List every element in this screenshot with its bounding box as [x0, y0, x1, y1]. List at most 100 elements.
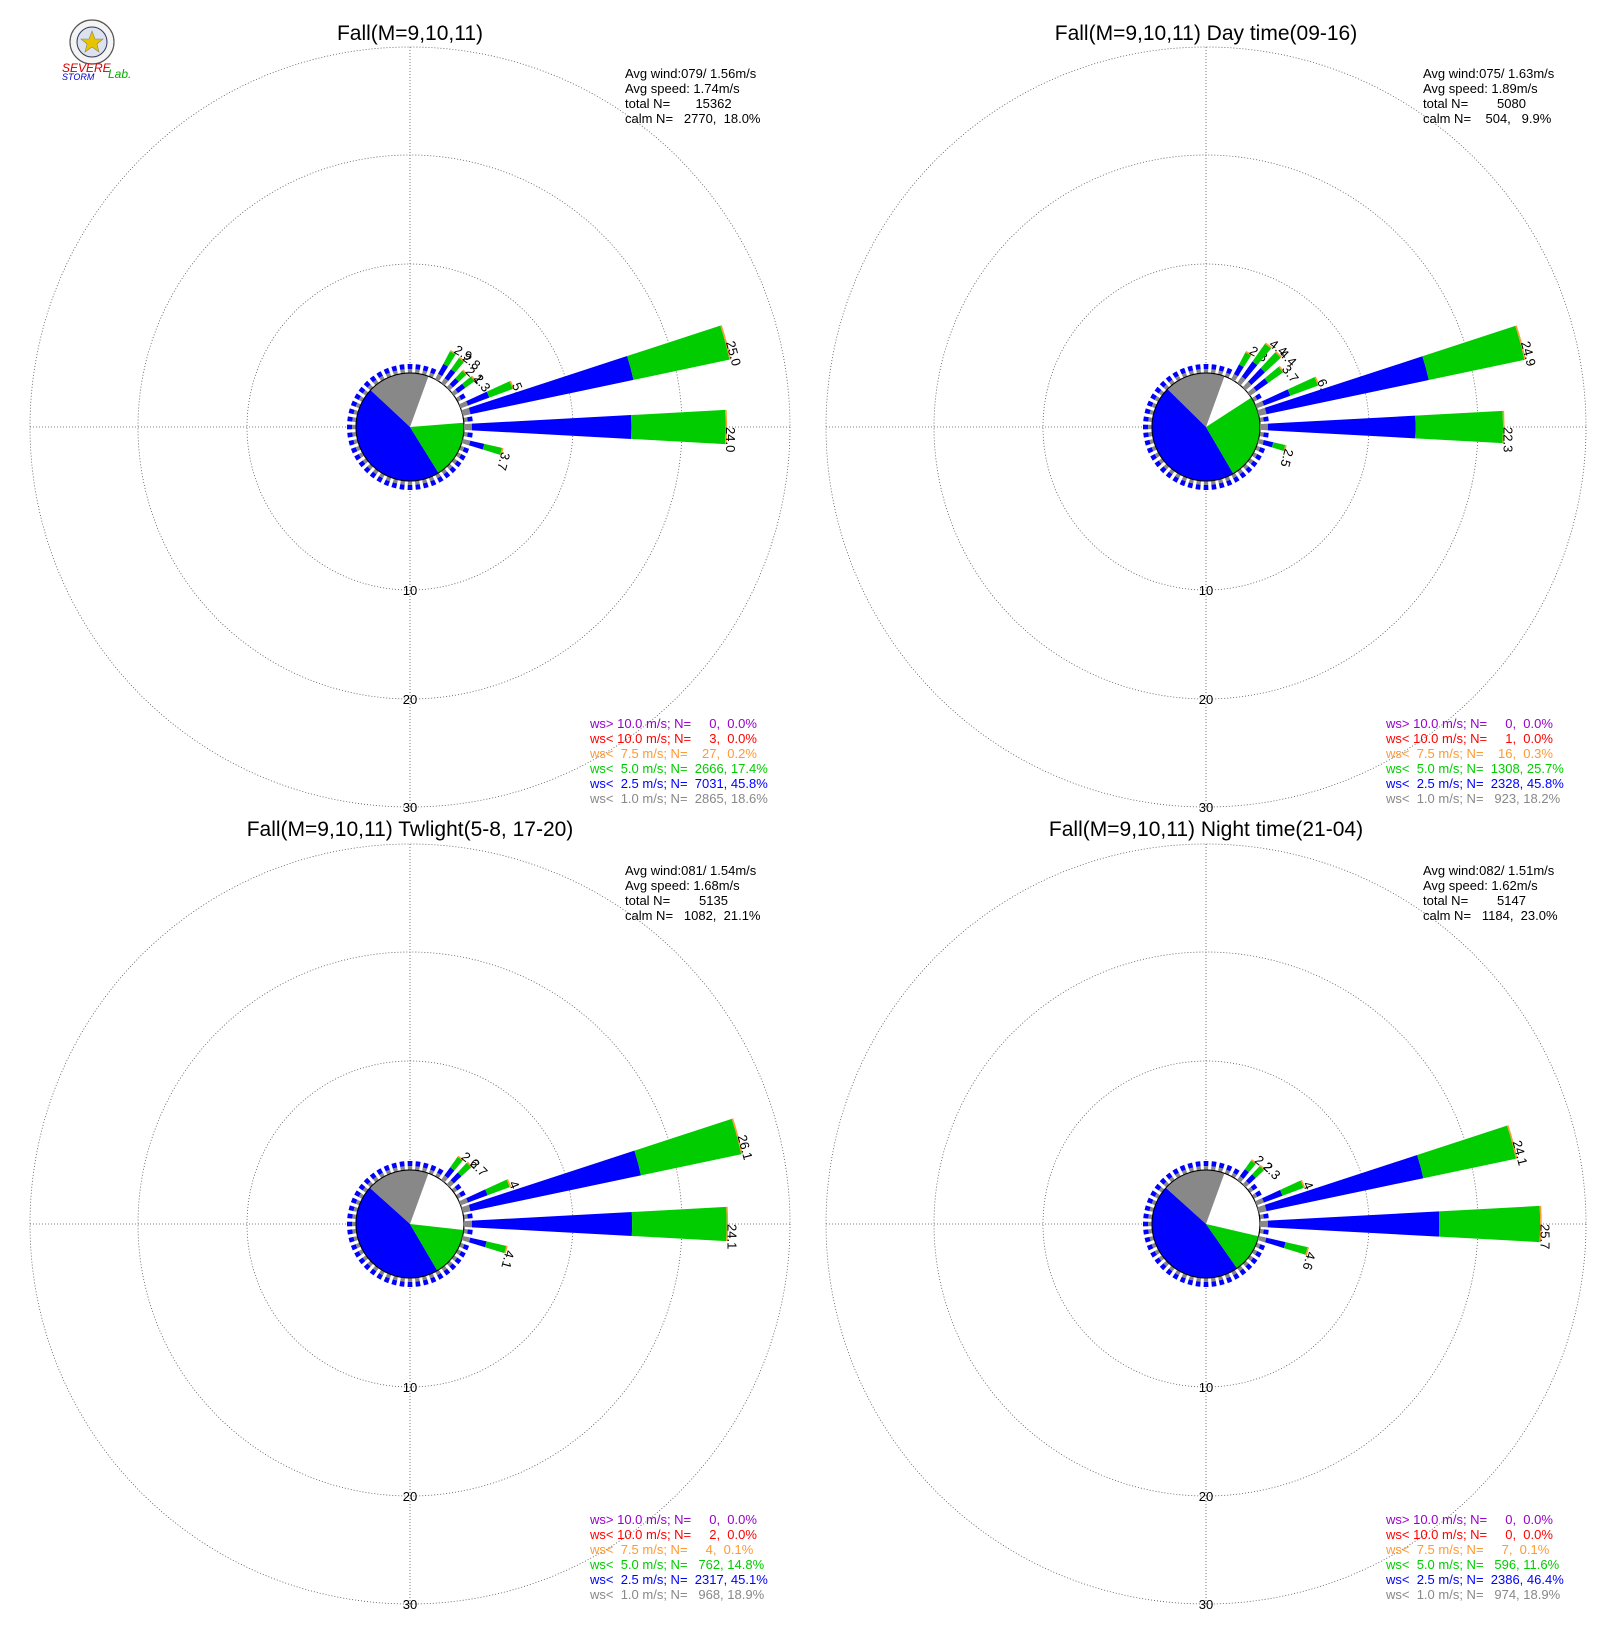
stub-grey [1203, 480, 1209, 485]
stub-blue [1143, 432, 1149, 438]
stub-blue [1233, 1273, 1240, 1280]
stub-blue [1179, 367, 1186, 375]
stub-blue [350, 1244, 358, 1251]
windrose-panel-1: 1020302.92.82.12.35.125.024.03.7Fall(M=9… [29, 22, 791, 815]
bar-seg-lt2_5 [1264, 1154, 1424, 1212]
legend-entry-3: ws< 7.5 m/s; N= 7, 0.1% [1385, 1542, 1550, 1557]
stub-blue [1159, 380, 1167, 388]
stub-grey [407, 1166, 413, 1171]
stub-blue [1211, 1161, 1217, 1167]
legend-entry-1: ws> 10.0 m/s; N= 0, 0.0% [1385, 1512, 1553, 1527]
stub-blue [1165, 375, 1173, 383]
stub-blue [454, 1257, 462, 1265]
stub-blue [467, 416, 473, 422]
legend-entry-1: ws> 10.0 m/s; N= 0, 0.0% [589, 716, 757, 731]
stub-blue [430, 1164, 437, 1172]
bar-seg-lt7_5 [509, 380, 515, 389]
stub-grey [451, 1186, 458, 1193]
bar-seg-lt1 [463, 423, 472, 431]
stub-grey [446, 463, 453, 470]
stub-grey [400, 369, 406, 374]
bar-label: 24.1 [724, 1224, 739, 1249]
stub-blue [376, 476, 383, 483]
bar-seg-lt2_5 [1241, 361, 1258, 380]
stub-grey [352, 1228, 357, 1234]
bar-seg-lt5 [485, 1179, 510, 1196]
ring-label-20: 20 [1199, 692, 1213, 707]
stub-grey [1196, 1277, 1202, 1282]
bar-seg-lt2_5 [1267, 1211, 1440, 1237]
stub-blue [437, 476, 444, 483]
stub-blue [467, 1229, 473, 1235]
stub-blue [462, 447, 470, 454]
logo: SEVERE STORM Lab. [62, 19, 131, 82]
stub-blue [1255, 393, 1262, 400]
stub-grey [1168, 468, 1175, 475]
stub-blue [358, 1183, 366, 1191]
stub-blue [1263, 1229, 1269, 1235]
bar-seg-lt2_5 [466, 1189, 488, 1203]
stub-grey [1168, 1265, 1175, 1272]
stub-blue [1239, 1268, 1247, 1276]
stub-grey [441, 468, 448, 475]
legend-entry-3: ws< 7.5 m/s; N= 16, 0.3% [1385, 746, 1553, 761]
stub-grey [400, 1166, 406, 1171]
bar-seg-lt5 [1280, 1180, 1304, 1196]
bar-seg-lt7_5 [504, 1245, 508, 1254]
legend-entry-1: ws> 10.0 m/s; N= 0, 0.0% [1385, 716, 1553, 731]
ring-label-30: 30 [403, 800, 417, 815]
legend-entry-2: ws< 10.0 m/s; N= 3, 0.0% [589, 731, 757, 746]
windrose-panel-4: 1020302.22.34.624.125.74.6Fall(M=9,10,11… [825, 818, 1587, 1612]
bar-seg-lt2_5 [1265, 1237, 1286, 1249]
bar-seg-lt2_5 [1248, 368, 1265, 385]
stub-grey [1259, 1214, 1264, 1220]
stub-grey [414, 1166, 420, 1171]
stats-line-1: Avg wind:082/ 1.51m/s [1423, 863, 1555, 878]
stats-line-4: calm N= 504, 9.9% [1423, 111, 1552, 126]
stub-blue [391, 1162, 398, 1169]
stats-line-2: Avg speed: 1.74m/s [625, 81, 740, 96]
panel-title: Fall(M=9,10,11) [337, 22, 483, 45]
bar-seg-lt1 [446, 1180, 454, 1188]
stub-blue [1203, 1281, 1209, 1287]
ring-label-10: 10 [403, 1380, 417, 1395]
bar-seg-lt1 [441, 377, 449, 386]
stub-blue [1195, 1161, 1201, 1167]
stub-blue [459, 454, 466, 461]
stub-grey [463, 431, 468, 437]
bar-seg-lt5 [455, 370, 467, 382]
stub-blue [1144, 439, 1151, 446]
legend-entry-6: ws< 1.0 m/s; N= 923, 18.2% [1385, 791, 1561, 806]
stub-blue [430, 1276, 437, 1284]
stub-grey [1168, 1176, 1175, 1183]
stub-grey [1259, 431, 1264, 437]
stub-blue [430, 479, 437, 487]
bar-seg-lt7_5 [726, 1206, 729, 1242]
stub-blue [348, 1236, 355, 1243]
stub-blue [1150, 454, 1157, 461]
stub-blue [358, 460, 366, 468]
stub-blue [467, 1213, 473, 1219]
stub-blue [1187, 1162, 1194, 1169]
bar-label: 4.6 [1300, 1250, 1319, 1271]
stub-grey [362, 389, 369, 396]
stub-blue [391, 1279, 398, 1286]
stats-line-1: Avg wind:079/ 1.56m/s [625, 66, 757, 81]
stub-blue [437, 1168, 444, 1175]
bar-seg-lt5 [1252, 1165, 1265, 1178]
stub-blue [415, 1161, 421, 1167]
bar-seg-lt1 [463, 1220, 473, 1228]
stub-grey [1210, 1166, 1216, 1171]
stub-blue [1187, 482, 1194, 489]
stub-blue [348, 439, 355, 446]
stub-grey [1237, 468, 1244, 475]
stub-grey [1210, 369, 1216, 374]
stub-blue [1187, 1279, 1194, 1286]
legend-entry-3: ws< 7.5 m/s; N= 4, 0.1% [589, 1542, 754, 1557]
stub-blue [1233, 476, 1240, 483]
bar-label: 4.1 [498, 1249, 517, 1270]
bar-seg-lt1 [1259, 423, 1268, 431]
bar-seg-lt5 [1417, 1125, 1516, 1179]
panel-title: Fall(M=9,10,11) Night time(21-04) [1049, 818, 1363, 841]
stub-blue [1263, 1213, 1269, 1219]
